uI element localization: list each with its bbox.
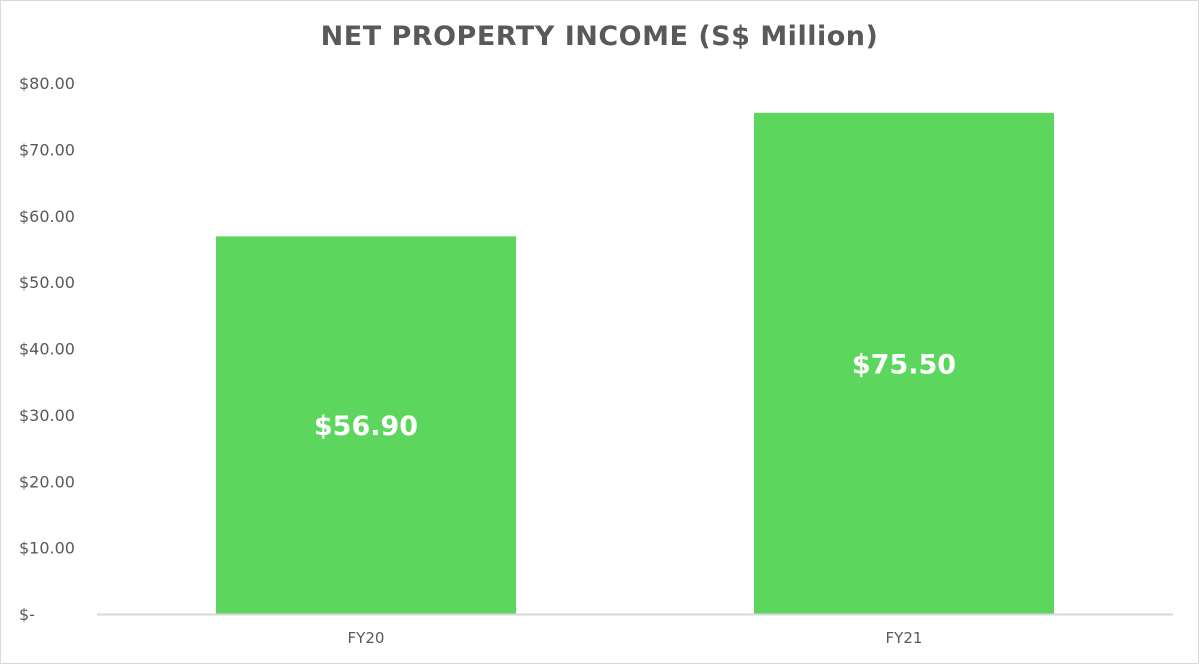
y-axis-tick-labels: $- $10.00 $20.00 $30.00 $40.00 $50.00 $60.00 $7… <box>19 74 75 624</box>
data-labels: $56.90 $75.50 <box>314 349 956 442</box>
bar-fy21 <box>754 112 1054 615</box>
x-category-label: FY20 <box>348 629 385 647</box>
y-tick-label: $30.00 <box>19 406 75 425</box>
x-category-label: FY21 <box>886 629 923 647</box>
y-tick-label: $10.00 <box>19 539 75 558</box>
y-tick-label: $60.00 <box>19 207 75 226</box>
y-tick-label: $50.00 <box>19 273 75 292</box>
bar-series <box>216 112 1054 615</box>
y-tick-label: $- <box>19 605 35 624</box>
y-tick-label: $20.00 <box>19 472 75 491</box>
chart-title: NET PROPERTY INCOME (S$ Million) <box>320 21 879 52</box>
data-label-fy20: $56.90 <box>314 411 418 442</box>
x-axis-category-labels: FY20 FY21 <box>348 629 923 647</box>
y-tick-label: $70.00 <box>19 140 75 159</box>
data-label-fy21: $75.50 <box>852 349 956 380</box>
y-tick-label: $40.00 <box>19 340 75 359</box>
y-tick-label: $80.00 <box>19 74 75 93</box>
bar-fy20 <box>216 236 516 615</box>
